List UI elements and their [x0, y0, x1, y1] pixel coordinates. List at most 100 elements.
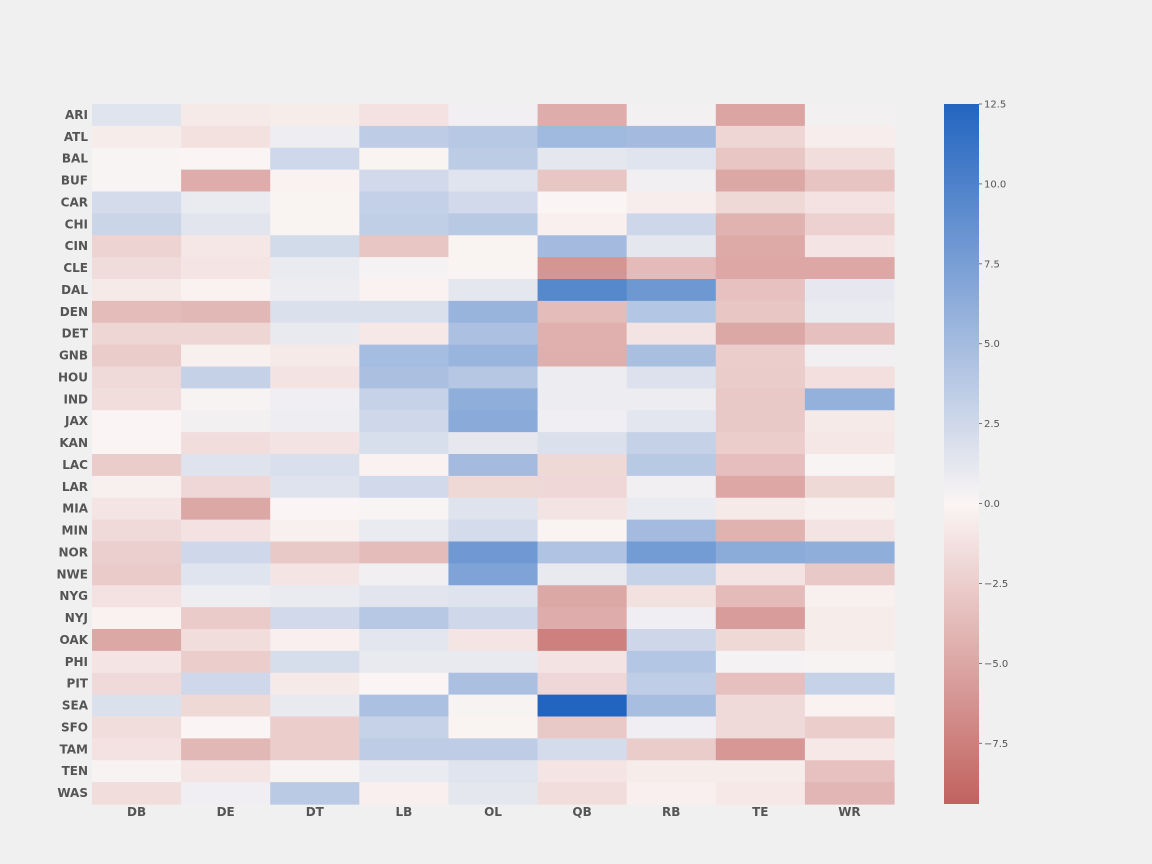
heatmap-cell-sfo-te — [715, 716, 806, 739]
heatmap-cell-ind-te — [715, 388, 806, 411]
heatmap-cell-sea-wr — [804, 694, 895, 718]
heatmap-cell-lac-de — [181, 454, 271, 477]
heatmap-cell-lac-te — [715, 454, 806, 477]
heatmap-cell-bal-rb — [626, 147, 717, 171]
colorbar: 12.5 10.0 7.5 5.0 2.5 0.0 −2.5 −5.0 −7.5 — [944, 100, 1008, 804]
row-labels: ARI ATL BAL BUF CAR CHI CIN CLE DAL DEN DET GNB HOU I… — [57, 108, 89, 800]
heatmap-cell-nor-de — [181, 541, 271, 564]
heatmap-cell-car-de — [181, 191, 271, 214]
heatmap-cell-oak-dt — [270, 629, 360, 652]
heatmap-cell-was-wr — [804, 782, 895, 805]
heatmap-cell-sfo-wr — [804, 716, 895, 739]
heatmap-cell-lac-ol — [448, 454, 539, 477]
heatmap-cell-det-rb — [626, 322, 717, 346]
row-label-min: MIN — [62, 524, 88, 538]
heatmap-cell-pit-de — [181, 672, 271, 696]
row-label-nyj: NYJ — [65, 611, 88, 625]
heatmap-cell-ten-rb — [626, 760, 717, 783]
row-label-lar: LAR — [62, 480, 88, 494]
heatmap-cell-sea-db — [92, 694, 182, 718]
heatmap-cell-sea-rb — [626, 694, 717, 718]
column-label-te: TE — [752, 805, 768, 819]
row-label-atl: ATL — [64, 130, 89, 144]
heatmap-cell-phi-lb — [359, 650, 450, 674]
heatmap-cell-gnb-db — [92, 344, 182, 368]
heatmap-cell-chi-db — [92, 213, 182, 236]
heatmap-cell-ari-ol — [448, 104, 539, 127]
heatmap-cell-hou-qb — [537, 366, 628, 389]
column-label-qb: QB — [572, 805, 591, 819]
heatmap-cell-was-de — [181, 782, 271, 805]
heatmap-cell-bal-dt — [270, 147, 360, 171]
colorbar-gradient — [944, 104, 979, 804]
heatmap-cell-hou-dt — [270, 366, 360, 389]
heatmap-cell-ari-te — [715, 104, 806, 127]
heatmap-cell-nor-lb — [359, 541, 450, 564]
column-label-lb: LB — [395, 805, 412, 819]
heatmap-cell-car-wr — [804, 191, 895, 214]
heatmap-cell-dal-wr — [804, 279, 895, 302]
heatmap-cell-den-de — [181, 300, 271, 324]
colorbar-tick-label: 0.0 — [984, 499, 1000, 510]
heatmap-cell-chi-te — [715, 213, 806, 236]
heatmap-cell-nyg-dt — [270, 585, 360, 608]
heatmap-cell-buf-ol — [448, 169, 539, 193]
heatmap-cell-bal-te — [715, 147, 806, 171]
heatmap-cell-phi-ol — [448, 650, 539, 674]
heatmap-cell-nyg-te — [715, 585, 806, 608]
heatmap-cell-cin-rb — [626, 235, 717, 258]
heatmap-cell-sea-te — [715, 694, 806, 718]
heatmap-cell-bal-de — [181, 147, 271, 171]
heatmap-cell-den-lb — [359, 300, 450, 324]
heatmap-cell-jax-db — [92, 410, 182, 433]
row-label-cle: CLE — [63, 261, 88, 275]
heatmap-cell-kan-db — [92, 432, 182, 455]
heatmap-cell-mia-ol — [448, 497, 539, 521]
row-label-pit: PIT — [67, 677, 89, 691]
heatmap-cell-ten-db — [92, 760, 182, 783]
heatmap-cell-ind-db — [92, 388, 182, 411]
heatmap-cell-hou-db — [92, 366, 182, 389]
heatmap-cell-min-db — [92, 519, 182, 543]
heatmap-cell-car-dt — [270, 191, 360, 214]
heatmap-cell-was-rb — [626, 782, 717, 805]
heatmap-cell-chi-rb — [626, 213, 717, 236]
heatmap-cell-car-rb — [626, 191, 717, 214]
heatmap-cell-pit-wr — [804, 672, 895, 696]
heatmap-cell-buf-te — [715, 169, 806, 193]
heatmap-cell-car-te — [715, 191, 806, 214]
colorbar-tick-label: 7.5 — [984, 259, 1000, 270]
heatmap-cell-mia-rb — [626, 497, 717, 521]
heatmap-cell-gnb-te — [715, 344, 806, 368]
heatmap-cell-ind-qb — [537, 388, 628, 411]
heatmap-cell-dal-rb — [626, 279, 717, 302]
heatmap-cell-nyj-lb — [359, 607, 450, 630]
heatmap-cell-det-de — [181, 322, 271, 346]
heatmap-cell-den-dt — [270, 300, 360, 324]
colorbar-tick-label: 5.0 — [984, 339, 1000, 350]
heatmap-cell-cin-wr — [804, 235, 895, 258]
heatmap-cell-nwe-ol — [448, 563, 539, 586]
heatmap-cell-tam-rb — [626, 738, 717, 761]
row-label-sfo: SFO — [61, 720, 88, 734]
heatmap-cell-nyg-wr — [804, 585, 895, 608]
heatmap-cell-hou-ol — [448, 366, 539, 389]
heatmap-cell-chi-de — [181, 213, 271, 236]
heatmap-cell-buf-dt — [270, 169, 360, 193]
heatmap-cell-nyj-db — [92, 607, 182, 630]
heatmap-cell-bal-ol — [448, 147, 539, 171]
heatmap-cell-sfo-rb — [626, 716, 717, 739]
heatmap-cell-lar-te — [715, 475, 806, 499]
heatmap-cell-phi-rb — [626, 650, 717, 674]
heatmap-cell-buf-db — [92, 169, 182, 193]
heatmap-cell-ten-te — [715, 760, 806, 783]
heatmap-cell-cle-wr — [804, 257, 895, 280]
column-labels: DB DE DT LB OL QB RB TE WR — [127, 805, 861, 819]
heatmap-cell-mia-dt — [270, 497, 360, 521]
heatmap-cell-sfo-dt — [270, 716, 360, 739]
heatmap-cell-bal-lb — [359, 147, 450, 171]
colorbar-tick-label: −2.5 — [984, 579, 1008, 590]
row-label-chi: CHI — [65, 217, 88, 231]
heatmap-cell-lac-wr — [804, 454, 895, 477]
heatmap-cell-gnb-ol — [448, 344, 539, 368]
